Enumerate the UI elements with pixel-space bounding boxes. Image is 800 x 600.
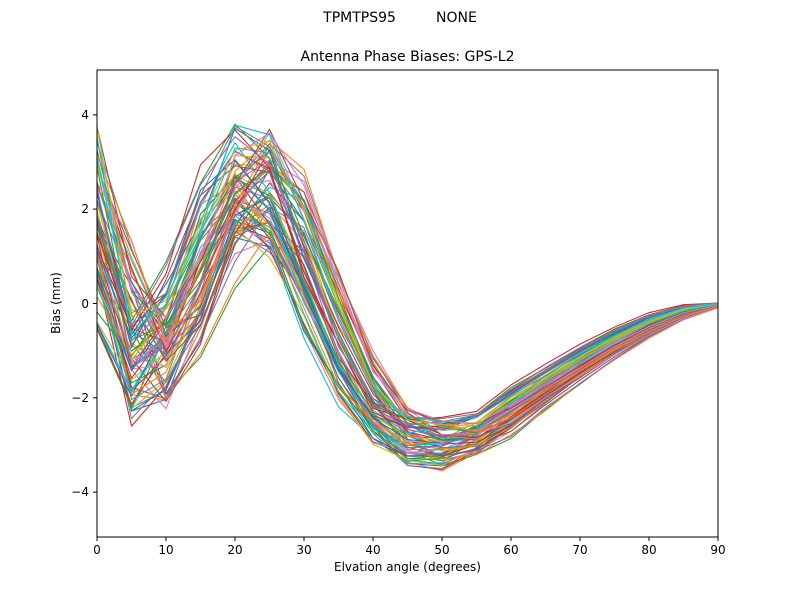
chart-title: Antenna Phase Biases: GPS-L2 <box>300 49 515 65</box>
y-axis-label: Bias (mm) <box>49 272 63 334</box>
x-tick-label: 20 <box>227 543 243 557</box>
x-tick-label: 40 <box>365 543 381 557</box>
y-tick-label: −2 <box>71 390 89 405</box>
x-tick-label: 0 <box>93 543 101 557</box>
y-tick-label: 4 <box>81 107 89 122</box>
y-tick-label: 0 <box>81 296 89 311</box>
x-tick-label: 50 <box>434 543 450 557</box>
y-tick-label: 2 <box>81 202 89 217</box>
figure-suptitle: TPMTPS95 NONE <box>323 10 477 26</box>
y-tick-label: −4 <box>71 485 89 500</box>
x-tick-label: 60 <box>503 543 519 557</box>
x-tick-label: 30 <box>296 543 312 557</box>
x-tick-label: 90 <box>710 543 726 557</box>
x-tick-label: 70 <box>572 543 588 557</box>
x-tick-label: 10 <box>158 543 174 557</box>
x-tick-label: 80 <box>641 543 657 557</box>
x-axis-label: Elvation angle (degrees) <box>334 560 481 574</box>
